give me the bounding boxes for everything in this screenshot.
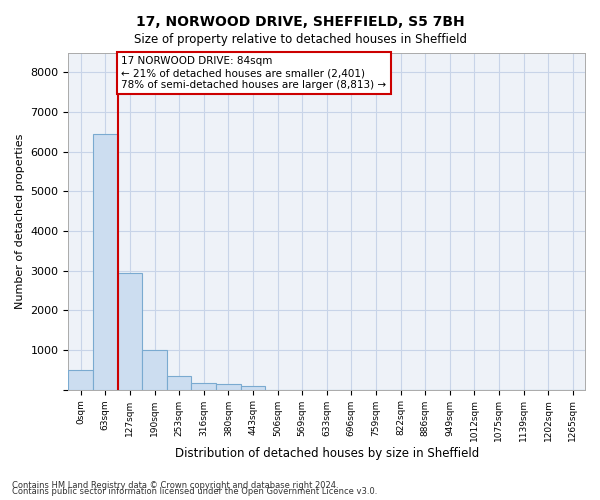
Bar xyxy=(68,370,93,390)
Bar xyxy=(216,384,241,390)
X-axis label: Distribution of detached houses by size in Sheffield: Distribution of detached houses by size … xyxy=(175,447,479,460)
Text: 17 NORWOOD DRIVE: 84sqm
← 21% of detached houses are smaller (2,401)
78% of semi: 17 NORWOOD DRIVE: 84sqm ← 21% of detache… xyxy=(121,56,386,90)
Bar xyxy=(167,376,191,390)
Bar xyxy=(118,272,142,390)
Text: Contains public sector information licensed under the Open Government Licence v3: Contains public sector information licen… xyxy=(12,487,377,496)
Bar xyxy=(191,382,216,390)
Bar xyxy=(93,134,118,390)
Bar xyxy=(142,350,167,390)
Text: 17, NORWOOD DRIVE, SHEFFIELD, S5 7BH: 17, NORWOOD DRIVE, SHEFFIELD, S5 7BH xyxy=(136,15,464,29)
Bar xyxy=(241,386,265,390)
Text: Contains HM Land Registry data © Crown copyright and database right 2024.: Contains HM Land Registry data © Crown c… xyxy=(12,481,338,490)
Y-axis label: Number of detached properties: Number of detached properties xyxy=(15,134,25,308)
Text: Size of property relative to detached houses in Sheffield: Size of property relative to detached ho… xyxy=(133,32,467,46)
